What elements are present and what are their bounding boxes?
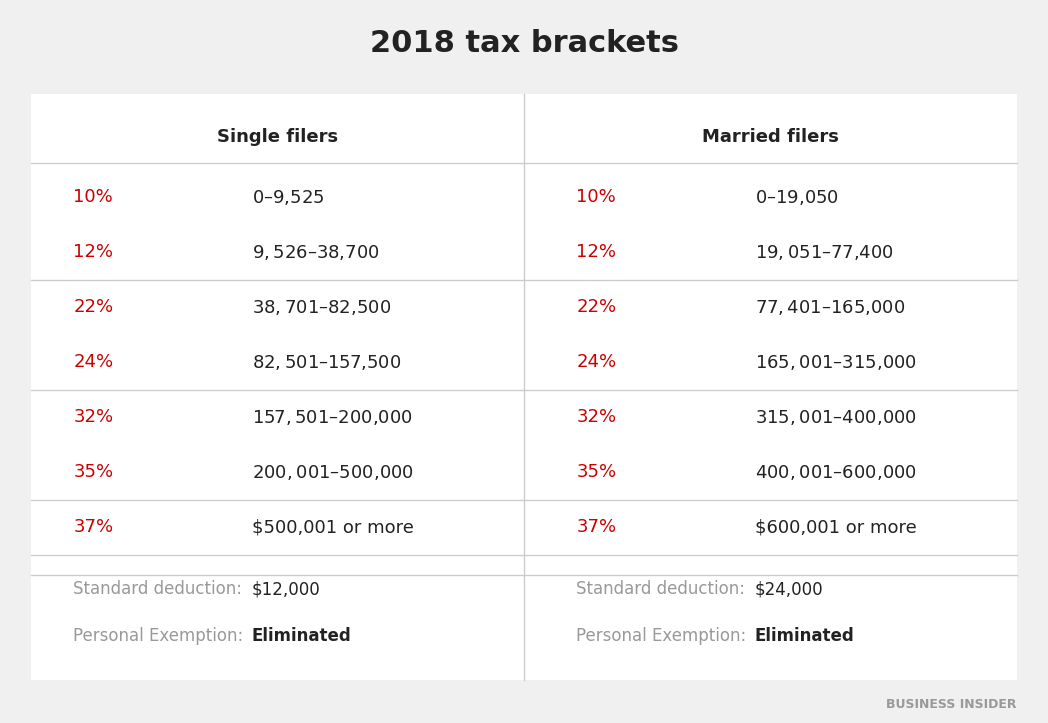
Text: 24%: 24% <box>73 354 113 371</box>
Text: $0–$19,050: $0–$19,050 <box>755 188 838 207</box>
Text: 22%: 22% <box>73 299 113 316</box>
Text: $400,001–$600,000: $400,001–$600,000 <box>755 463 917 482</box>
Text: $19,051–$77,400: $19,051–$77,400 <box>755 243 893 262</box>
Text: 10%: 10% <box>576 189 616 206</box>
Text: Standard deduction:: Standard deduction: <box>576 581 745 598</box>
Text: $12,000: $12,000 <box>252 581 321 598</box>
Text: $157,501–$200,000: $157,501–$200,000 <box>252 408 412 427</box>
Text: $0–$9,525: $0–$9,525 <box>252 188 324 207</box>
Text: Standard deduction:: Standard deduction: <box>73 581 242 598</box>
Text: 32%: 32% <box>73 408 113 426</box>
Text: 37%: 37% <box>73 518 113 536</box>
Text: $24,000: $24,000 <box>755 581 823 598</box>
Text: $9,526–$38,700: $9,526–$38,700 <box>252 243 379 262</box>
Text: Personal Exemption:: Personal Exemption: <box>73 628 243 645</box>
Text: 37%: 37% <box>576 518 616 536</box>
Text: 22%: 22% <box>576 299 616 316</box>
Text: Eliminated: Eliminated <box>755 628 854 645</box>
Text: 12%: 12% <box>73 244 113 261</box>
Text: $82,501–$157,500: $82,501–$157,500 <box>252 353 400 372</box>
Text: $38,701–$82,500: $38,701–$82,500 <box>252 298 391 317</box>
Text: $600,001 or more: $600,001 or more <box>755 518 916 536</box>
Text: $200,001–$500,000: $200,001–$500,000 <box>252 463 414 482</box>
Text: $500,001 or more: $500,001 or more <box>252 518 413 536</box>
Text: 24%: 24% <box>576 354 616 371</box>
Text: 10%: 10% <box>73 189 113 206</box>
Text: Eliminated: Eliminated <box>252 628 351 645</box>
Text: BUSINESS INSIDER: BUSINESS INSIDER <box>886 698 1017 711</box>
Text: $77,401–$165,000: $77,401–$165,000 <box>755 298 904 317</box>
Text: $315,001–$400,000: $315,001–$400,000 <box>755 408 917 427</box>
Text: Personal Exemption:: Personal Exemption: <box>576 628 746 645</box>
Text: $165,001–$315,000: $165,001–$315,000 <box>755 353 917 372</box>
Text: 35%: 35% <box>576 463 616 481</box>
Text: Single filers: Single filers <box>217 129 339 146</box>
Text: 12%: 12% <box>576 244 616 261</box>
FancyBboxPatch shape <box>31 94 1017 680</box>
Text: Married filers: Married filers <box>702 129 838 146</box>
Text: 2018 tax brackets: 2018 tax brackets <box>370 29 678 58</box>
Text: 32%: 32% <box>576 408 616 426</box>
Text: 35%: 35% <box>73 463 113 481</box>
